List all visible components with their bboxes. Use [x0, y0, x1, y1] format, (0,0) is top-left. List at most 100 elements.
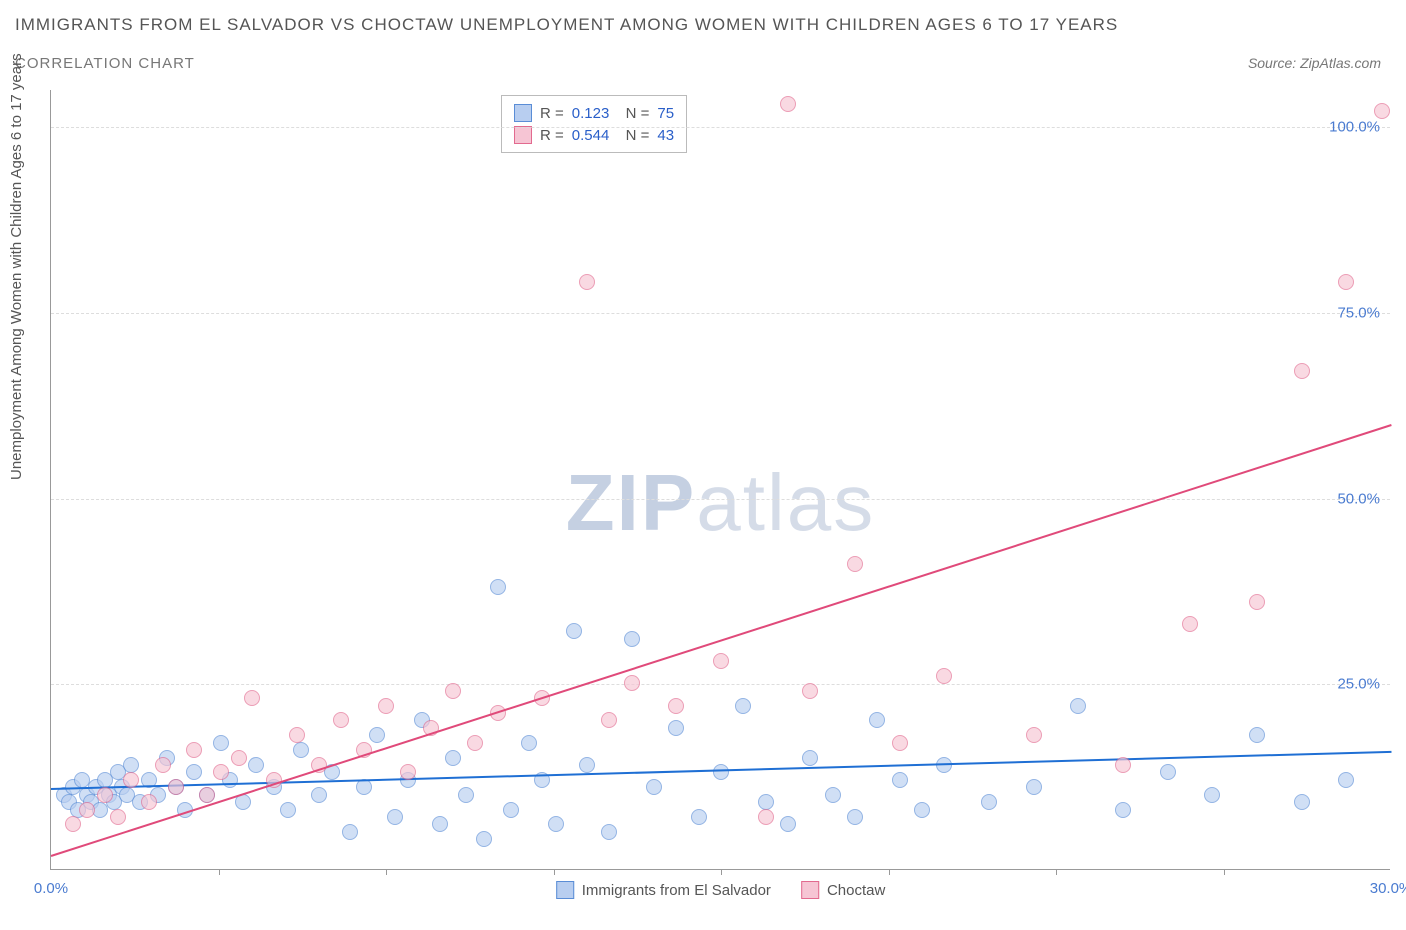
data-point: [847, 809, 863, 825]
x-tick-mark: [386, 869, 387, 875]
data-point: [387, 809, 403, 825]
data-point: [155, 757, 171, 773]
data-point: [601, 712, 617, 728]
series-legend: Immigrants from El Salvador Choctaw: [556, 881, 886, 899]
data-point: [802, 750, 818, 766]
data-point: [1115, 802, 1131, 818]
data-point: [123, 772, 139, 788]
data-point: [311, 787, 327, 803]
data-point: [981, 794, 997, 810]
data-point: [646, 779, 662, 795]
data-point: [1160, 764, 1176, 780]
x-tick-label: 30.0%: [1370, 880, 1406, 897]
data-point: [601, 824, 617, 840]
data-point: [199, 787, 215, 803]
data-point: [141, 794, 157, 810]
data-point: [1294, 794, 1310, 810]
gridline: [51, 127, 1390, 128]
data-point: [579, 274, 595, 290]
source-attribution: Source: ZipAtlas.com: [1248, 55, 1381, 71]
legend-row-series-1: R = 0.123 N = 75: [514, 102, 674, 124]
data-point: [186, 764, 202, 780]
data-point: [289, 727, 305, 743]
data-point: [566, 623, 582, 639]
data-point: [244, 690, 260, 706]
data-point: [213, 764, 229, 780]
x-tick-mark: [889, 869, 890, 875]
data-point: [869, 712, 885, 728]
correlation-legend: R = 0.123 N = 75 R = 0.544 N = 43: [501, 95, 687, 153]
y-tick-label: 25.0%: [1337, 676, 1380, 693]
data-point: [892, 735, 908, 751]
data-point: [248, 757, 264, 773]
data-point: [490, 579, 506, 595]
watermark: ZIPatlas: [566, 457, 875, 549]
data-point: [624, 631, 640, 647]
data-point: [735, 698, 751, 714]
data-point: [280, 802, 296, 818]
data-point: [936, 668, 952, 684]
data-point: [579, 757, 595, 773]
data-point: [624, 675, 640, 691]
data-point: [847, 556, 863, 572]
data-point: [713, 764, 729, 780]
data-point: [548, 816, 564, 832]
gridline: [51, 684, 1390, 685]
data-point: [1249, 594, 1265, 610]
data-point: [1249, 727, 1265, 743]
data-point: [333, 712, 349, 728]
data-point: [1026, 727, 1042, 743]
data-point: [1182, 616, 1198, 632]
data-point: [79, 802, 95, 818]
data-point: [780, 96, 796, 112]
data-point: [691, 809, 707, 825]
y-tick-label: 100.0%: [1329, 119, 1380, 136]
data-point: [445, 750, 461, 766]
chart-subtitle: CORRELATION CHART: [15, 55, 195, 72]
data-point: [432, 816, 448, 832]
swatch-series-2: [514, 126, 532, 144]
swatch-icon: [556, 881, 574, 899]
swatch-icon: [801, 881, 819, 899]
data-point: [1070, 698, 1086, 714]
data-point: [713, 653, 729, 669]
data-point: [445, 683, 461, 699]
gridline: [51, 499, 1390, 500]
data-point: [758, 794, 774, 810]
data-point: [186, 742, 202, 758]
trend-line: [51, 424, 1392, 857]
data-point: [668, 720, 684, 736]
data-point: [758, 809, 774, 825]
x-tick-label: 0.0%: [34, 880, 68, 897]
data-point: [400, 764, 416, 780]
data-point: [342, 824, 358, 840]
data-point: [293, 742, 309, 758]
data-point: [458, 787, 474, 803]
chart-title: IMMIGRANTS FROM EL SALVADOR VS CHOCTAW U…: [15, 15, 1118, 35]
scatter-plot: ZIPatlas R = 0.123 N = 75 R = 0.544 N = …: [50, 90, 1390, 870]
data-point: [521, 735, 537, 751]
gridline: [51, 313, 1390, 314]
y-tick-label: 50.0%: [1337, 490, 1380, 507]
data-point: [1204, 787, 1220, 803]
x-tick-mark: [721, 869, 722, 875]
data-point: [476, 831, 492, 847]
data-point: [168, 779, 184, 795]
data-point: [1294, 363, 1310, 379]
data-point: [802, 683, 818, 699]
data-point: [892, 772, 908, 788]
data-point: [97, 787, 113, 803]
data-point: [825, 787, 841, 803]
data-point: [213, 735, 229, 751]
data-point: [503, 802, 519, 818]
swatch-series-1: [514, 104, 532, 122]
data-point: [356, 779, 372, 795]
data-point: [467, 735, 483, 751]
data-point: [65, 816, 81, 832]
x-tick-mark: [219, 869, 220, 875]
legend-item-series-1: Immigrants from El Salvador: [556, 881, 771, 899]
data-point: [914, 802, 930, 818]
x-tick-mark: [1224, 869, 1225, 875]
data-point: [668, 698, 684, 714]
data-point: [1374, 103, 1390, 119]
